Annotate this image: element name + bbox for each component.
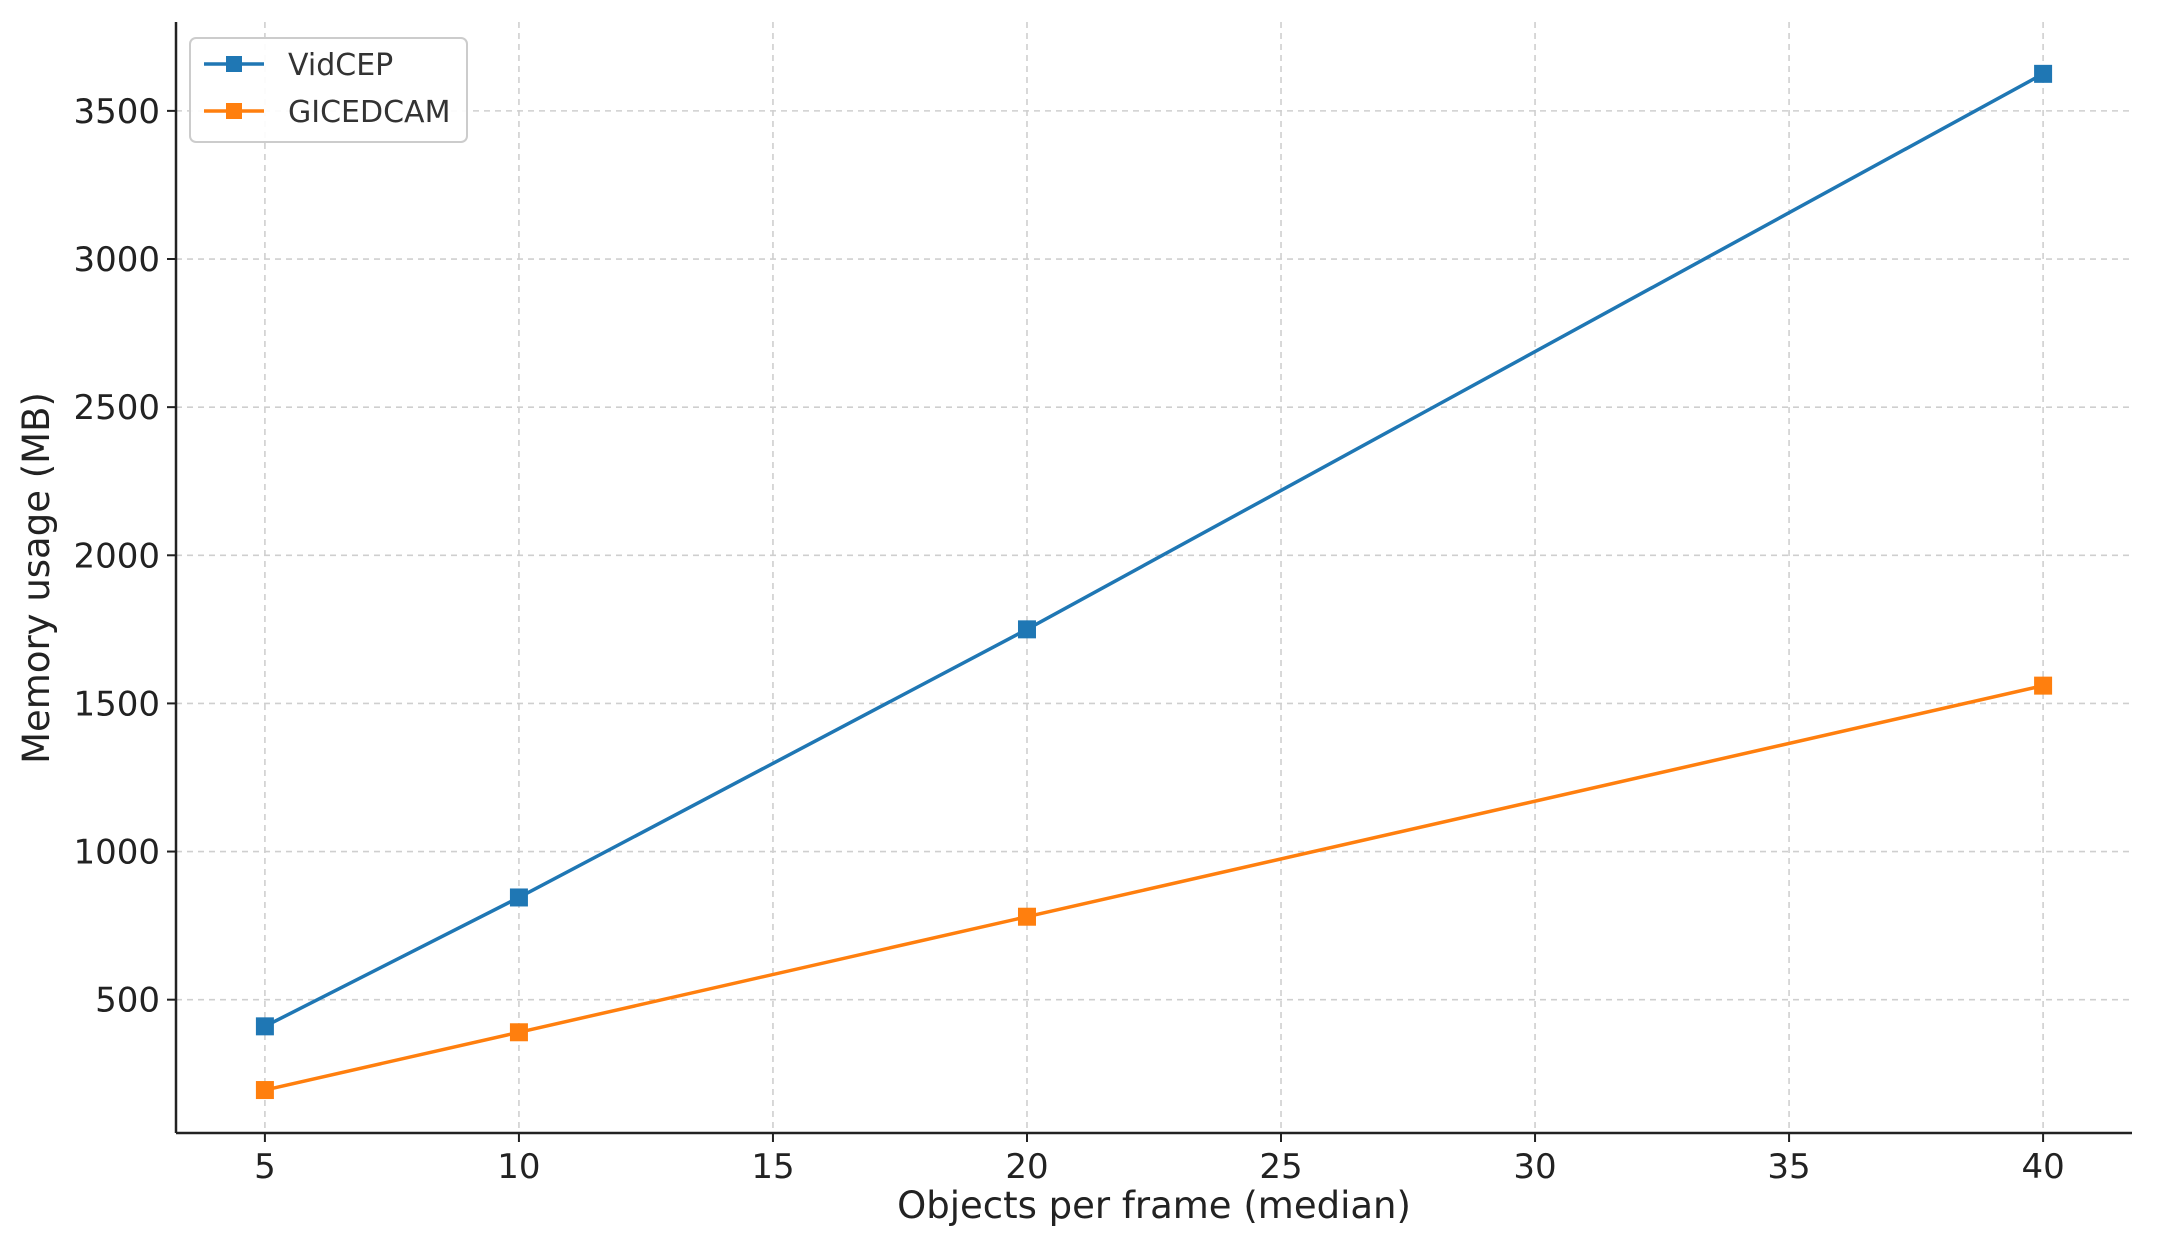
series-line-gicedcam: [264, 683, 2044, 1092]
x-tick-label: 5: [254, 1147, 276, 1187]
x-tick-label: 15: [751, 1147, 794, 1187]
y-tick-label: 1500: [73, 684, 160, 724]
y-tick-label: 3500: [73, 92, 160, 132]
x-axis-label: Objects per frame (median): [897, 1184, 1411, 1227]
series-layer: [255, 64, 2053, 1100]
data-point-vidcep: [255, 1017, 274, 1036]
data-point-vidcep: [2034, 64, 2053, 83]
legend: VidCEP GICEDCAM: [189, 37, 468, 143]
data-point-gicedcam: [255, 1081, 274, 1100]
legend-swatch-marker-vidcep: [226, 56, 242, 72]
x-tick-label: 25: [1259, 1147, 1302, 1187]
y-tick-label: 3000: [73, 240, 160, 280]
y-tick-label: 2500: [73, 388, 160, 428]
grid: [176, 22, 2132, 1133]
y-axis-label: Memory usage (MB): [15, 392, 58, 764]
y-tick-label: 500: [95, 981, 160, 1021]
legend-label-vidcep: VidCEP: [288, 48, 393, 83]
legend-swatch-marker-gicedcam: [226, 103, 242, 119]
x-tick-label: 10: [497, 1147, 540, 1187]
series-vidcep: [255, 64, 2053, 1036]
x-tick-label: 35: [1767, 1147, 1810, 1187]
axes: [174, 22, 2132, 1135]
data-point-gicedcam: [509, 1023, 528, 1042]
x-tick-label: 20: [1005, 1147, 1048, 1187]
series-gicedcam: [255, 676, 2053, 1100]
ticks: 5 10 15 20 25 30 35 40 500 1000 1500 2000 2500 3000 35…: [73, 92, 2064, 1187]
data-point-vidcep: [1017, 620, 1036, 639]
legend-label-gicedcam: GICEDCAM: [288, 95, 450, 130]
data-point-vidcep: [509, 888, 528, 907]
x-tick-label: 30: [1513, 1147, 1556, 1187]
y-tick-label: 2000: [73, 536, 160, 576]
series-line-vidcep: [264, 72, 2044, 1028]
data-point-gicedcam: [2034, 676, 2053, 695]
x-tick-label: 40: [2021, 1147, 2064, 1187]
y-tick-label: 1000: [73, 833, 160, 873]
data-point-gicedcam: [1017, 907, 1036, 926]
